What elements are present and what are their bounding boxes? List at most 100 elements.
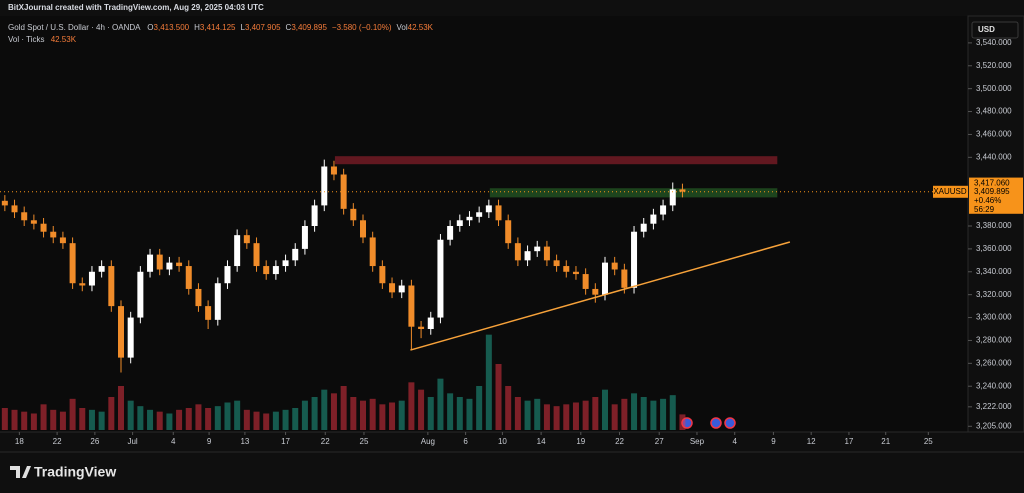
candle-body: [88, 271, 95, 286]
y-tick-label: 3,300.000: [976, 313, 1012, 322]
y-tick-label: 3,540.000: [976, 38, 1012, 47]
candle-body: [408, 285, 415, 327]
volume-bar: [88, 409, 95, 430]
volume-bar: [621, 398, 628, 430]
volume-bar: [330, 393, 337, 430]
y-tick-label: 3,340.000: [976, 267, 1012, 276]
y-tick-label: 3,222.000: [976, 402, 1012, 411]
x-tick-label: 22: [321, 437, 330, 446]
x-tick-label: 18: [15, 437, 24, 446]
candle-body: [205, 306, 212, 320]
y-tick-label: 3,205.000: [976, 421, 1012, 430]
candle-body: [640, 223, 647, 232]
logo-text: TradingView: [34, 464, 116, 480]
candle-body: [263, 266, 270, 275]
candle-body: [69, 243, 76, 284]
candle-body: [621, 269, 628, 288]
x-tick-label: 22: [615, 437, 624, 446]
logo-icon: [10, 466, 31, 478]
trendline: [410, 241, 791, 351]
zone: [489, 188, 778, 198]
x-tick-label: 25: [360, 437, 369, 446]
volume-bar: [147, 409, 154, 430]
candle-body: [485, 205, 492, 213]
volume-bar: [563, 404, 570, 430]
candle-body: [398, 285, 405, 293]
event-icon[interactable]: [710, 417, 722, 429]
candle-body: [340, 174, 347, 209]
candle-body: [495, 205, 502, 221]
volume-bar: [359, 400, 367, 430]
volume-bar: [427, 397, 434, 430]
candle-body: [301, 226, 308, 249]
x-tick-label: 10: [498, 437, 507, 446]
volume-bar: [640, 397, 647, 430]
x-tick-label: 21: [881, 437, 890, 446]
volume-bar: [476, 386, 483, 430]
candle-body: [456, 220, 463, 226]
x-tick-label: 4: [171, 437, 176, 446]
candle-body: [311, 205, 318, 226]
volume-bar: [340, 386, 347, 430]
candle-body: [321, 166, 328, 206]
candle-body: [79, 283, 86, 286]
candle-body: [379, 266, 386, 284]
volume-bar: [660, 398, 667, 430]
volume-bar: [40, 404, 47, 430]
volume-bar: [543, 404, 550, 430]
candle-body: [98, 266, 105, 272]
volume-bar: [485, 334, 492, 430]
volume-bar: [50, 409, 57, 430]
candle-body: [669, 189, 676, 206]
volume-bar: [292, 408, 299, 430]
volume-bar: [243, 409, 250, 430]
candle-body: [166, 262, 173, 270]
volume-bar: [669, 395, 676, 430]
candle-body: [650, 214, 657, 224]
high-tag: 3,417.060: [974, 179, 1010, 188]
candle-body: [21, 212, 28, 221]
candle-body: [582, 274, 589, 289]
volume-bar: [398, 400, 405, 430]
candle-body: [389, 283, 396, 293]
x-tick-label: 6: [463, 437, 468, 446]
volume-bar: [456, 397, 463, 430]
candle-body: [185, 266, 192, 289]
volume-bar: [582, 400, 589, 430]
x-tick-label: 9: [207, 437, 212, 446]
legend-value: 42.53K: [408, 23, 434, 32]
y-tick-label: 3,240.000: [976, 381, 1012, 390]
volume-bar: [447, 393, 454, 430]
candle-body: [11, 205, 18, 213]
volume-bar: [156, 411, 163, 430]
candle-body: [253, 243, 260, 267]
volume-bar: [263, 413, 270, 430]
candle-body: [369, 237, 376, 267]
currency-box: [971, 21, 1019, 39]
y-tick-label: 3,480.000: [976, 107, 1012, 116]
candle-body: [524, 251, 531, 261]
candle-body: [437, 239, 444, 318]
x-tick-label: 27: [655, 437, 664, 446]
candle-body: [447, 226, 454, 240]
candle-body: [214, 283, 221, 320]
volume-bar: [466, 398, 473, 430]
candle-body: [601, 262, 609, 295]
volume-bar: [524, 400, 531, 430]
x-tick-label: 4: [732, 437, 737, 446]
volume-bar: [611, 404, 618, 430]
volume-bar: [214, 406, 221, 430]
volume-bar: [117, 386, 125, 430]
candle-body: [156, 254, 163, 270]
candle-body: [330, 166, 337, 175]
volume-bar: [631, 393, 638, 430]
candle-body: [50, 231, 57, 238]
y-tick-label: 3,280.000: [976, 336, 1012, 345]
candle-body: [243, 235, 250, 244]
y-tick-label: 3,320.000: [976, 290, 1012, 299]
volume-bar: [1, 408, 8, 430]
x-tick-label: 19: [576, 437, 585, 446]
event-icon[interactable]: [724, 417, 736, 429]
logo: TradingView: [10, 464, 116, 480]
volume-bar: [30, 413, 37, 430]
